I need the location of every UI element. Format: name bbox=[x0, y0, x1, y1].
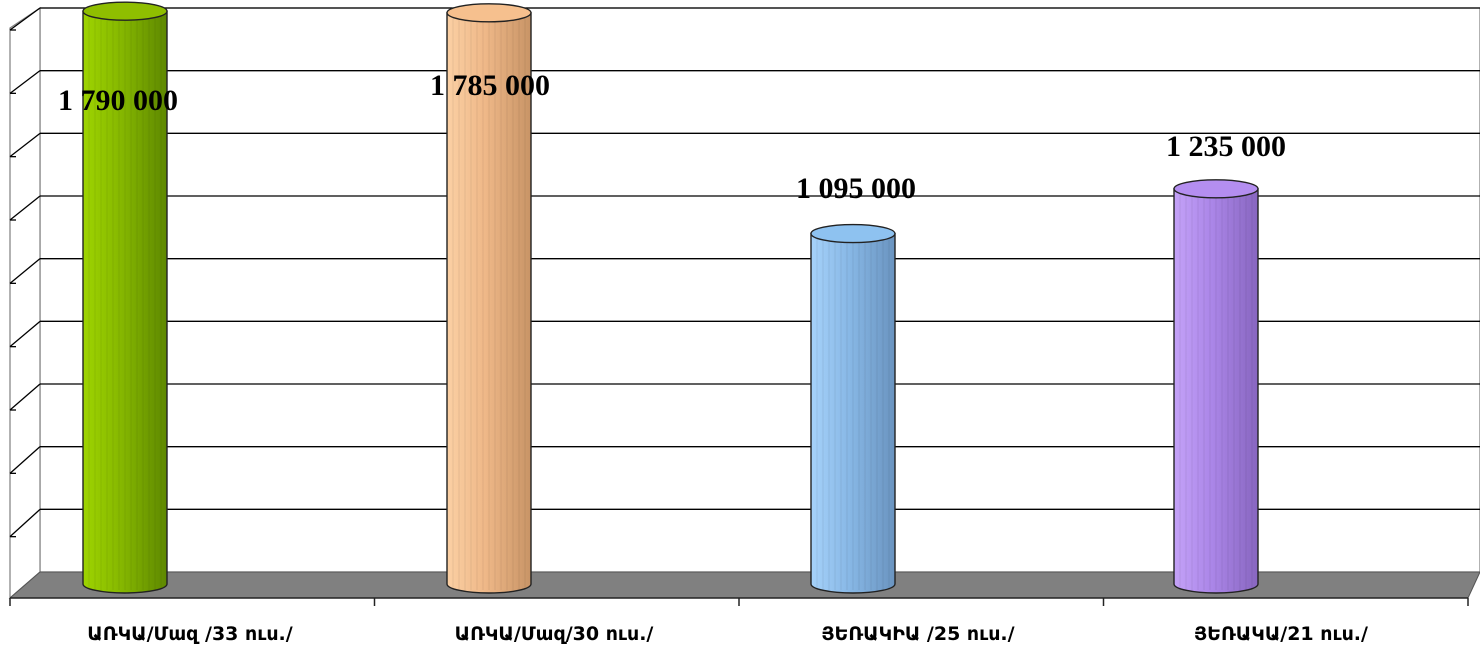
value-label: 1 790 000 bbox=[58, 84, 178, 117]
side-gridline bbox=[9, 446, 41, 474]
bar-top bbox=[1173, 179, 1259, 199]
side-gridline bbox=[9, 195, 41, 221]
side-gridline bbox=[9, 70, 41, 94]
side-gridline bbox=[9, 258, 41, 284]
category-label: ԱՌԿԱ/Մազ/30 ուս./ bbox=[455, 623, 654, 645]
bar bbox=[1173, 179, 1259, 594]
bar-body bbox=[1173, 188, 1259, 594]
gridlines bbox=[40, 7, 1480, 510]
bar bbox=[82, 1, 168, 594]
value-label: 1 095 000 bbox=[796, 172, 916, 205]
bar-top bbox=[82, 1, 168, 21]
category-labels: ԱՌԿԱ/Մազ /33 ուս./ ԱՌԿԱ/Մազ/30 ուս./ ՅԵՌԱԿ… bbox=[87, 623, 1368, 645]
axis-ticks bbox=[9, 7, 41, 538]
bar-body bbox=[810, 232, 896, 594]
side-gridline bbox=[9, 320, 41, 348]
bar bbox=[446, 3, 532, 594]
bar-body bbox=[82, 10, 168, 594]
value-label: 1 785 000 bbox=[430, 69, 550, 102]
bar-body bbox=[446, 12, 532, 594]
x-axis-ticks bbox=[9, 598, 1469, 606]
category-label: ԱՌԿԱ/Մազ /33 ուս./ bbox=[87, 623, 292, 645]
bar bbox=[810, 223, 896, 594]
value-label: 1 235 000 bbox=[1166, 130, 1286, 163]
side-wall bbox=[9, 6, 41, 600]
side-gridline bbox=[9, 508, 41, 538]
bar-top bbox=[810, 223, 896, 244]
side-gridline bbox=[9, 132, 41, 158]
chart-floor bbox=[8, 571, 1480, 599]
bar-top bbox=[446, 3, 532, 23]
side-gridline bbox=[9, 7, 41, 31]
category-label: ՅԵՌԱԿԱ/21 ուս./ bbox=[1194, 623, 1368, 645]
value-labels: 1 790 000 1 785 000 1 095 000 1 235 000 bbox=[58, 69, 1286, 205]
category-label: ՅԵՌԱԿԻԱ /25 ուս./ bbox=[821, 623, 1014, 645]
side-gridline bbox=[9, 383, 41, 411]
back-wall bbox=[39, 7, 1480, 573]
bars bbox=[82, 1, 1259, 594]
